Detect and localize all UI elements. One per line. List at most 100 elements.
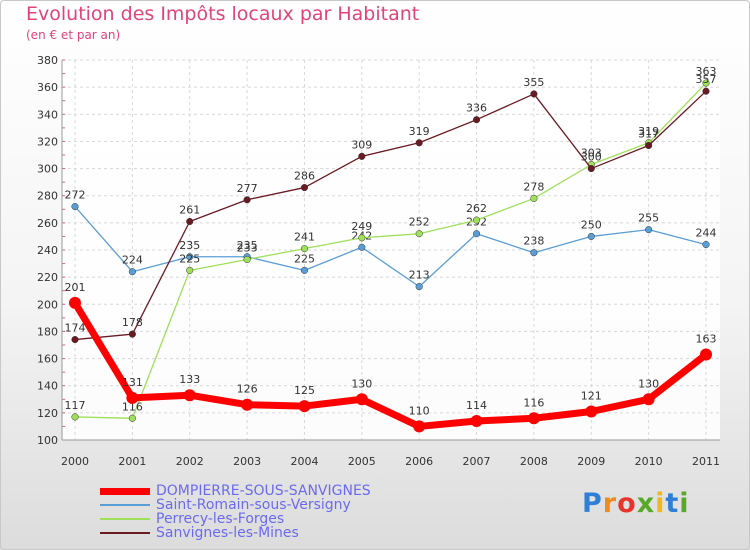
data-point — [128, 268, 136, 276]
data-point — [472, 116, 481, 124]
data-label: 357 — [696, 73, 717, 86]
data-point — [128, 330, 136, 338]
data-label: 126 — [237, 383, 258, 396]
legend-label: DOMPIERRE-SOUS-SANVIGNES — [156, 483, 371, 499]
data-point — [415, 139, 423, 147]
data-label: 319 — [409, 125, 430, 138]
data-label: 133 — [179, 373, 200, 386]
legend-label: Perrecy-les-Forges — [156, 511, 285, 527]
data-point — [702, 87, 710, 95]
x-tick-label: 2008 — [520, 455, 548, 468]
data-label: 235 — [237, 239, 258, 252]
data-point — [69, 296, 81, 309]
data-point — [71, 413, 79, 421]
data-label: 261 — [179, 204, 200, 217]
x-tick-label: 2007 — [463, 455, 491, 468]
data-point — [700, 348, 712, 361]
legend-label: Saint-Romain-sous-Versigny — [156, 497, 351, 513]
data-point — [186, 253, 194, 261]
legend-swatch — [100, 518, 150, 520]
data-label: 249 — [351, 220, 372, 233]
data-point — [527, 412, 540, 425]
data-label: 174 — [65, 322, 86, 335]
data-label: 262 — [466, 202, 487, 215]
logo-letter: P — [582, 488, 603, 519]
data-label: 250 — [581, 218, 602, 231]
data-label: 125 — [294, 384, 315, 397]
data-label: 238 — [523, 235, 544, 248]
y-tick-label: 380 — [37, 54, 58, 67]
y-tick-label: 140 — [37, 380, 58, 393]
data-label: 244 — [696, 227, 717, 240]
data-label: 163 — [696, 333, 717, 346]
logo-letter: x — [636, 488, 656, 519]
data-point — [300, 184, 309, 192]
data-label: 355 — [523, 76, 544, 89]
data-point — [415, 230, 423, 238]
data-point — [530, 90, 538, 98]
data-point — [298, 400, 311, 413]
series-line — [74, 82, 707, 419]
legend-label: Sanvignes-les-Mines — [156, 525, 299, 541]
data-label: 252 — [409, 216, 430, 229]
logo-letter: o — [617, 488, 637, 519]
data-point — [243, 255, 251, 264]
data-label: 255 — [638, 212, 659, 225]
data-label: 224 — [122, 254, 143, 267]
chart-subtitle: (en € et par an) — [26, 28, 121, 42]
logo-letter: t — [665, 488, 680, 519]
x-tick-label: 2011 — [692, 455, 720, 468]
data-point — [71, 203, 79, 211]
x-tick-label: 2010 — [635, 455, 663, 468]
data-label: 110 — [409, 404, 430, 417]
y-tick-label: 100 — [37, 434, 58, 447]
data-label: 235 — [179, 239, 200, 252]
data-label: 131 — [122, 376, 143, 389]
x-tick-label: 2003 — [233, 455, 261, 468]
y-tick-label: 220 — [37, 271, 58, 284]
data-point — [470, 415, 483, 427]
legend-swatch — [100, 532, 150, 534]
data-point — [530, 194, 538, 202]
data-point — [587, 165, 595, 173]
y-tick-label: 240 — [37, 244, 58, 257]
y-tick-label: 320 — [37, 135, 58, 148]
data-point — [702, 241, 710, 249]
y-tick-label: 300 — [37, 163, 58, 176]
data-point — [587, 232, 595, 240]
data-point — [413, 420, 426, 433]
data-point — [702, 79, 710, 87]
data-point — [355, 393, 368, 406]
legend-item-saint-romain: Saint-Romain-sous-Versigny — [100, 498, 371, 512]
data-label: 114 — [466, 399, 487, 412]
data-point — [183, 389, 196, 402]
data-point — [642, 393, 655, 406]
data-label: 178 — [122, 316, 143, 329]
data-point — [126, 391, 139, 404]
y-tick-label: 200 — [37, 298, 58, 311]
series-line — [72, 301, 709, 430]
data-label: 309 — [351, 138, 372, 151]
data-point — [243, 196, 251, 204]
data-label: 303 — [581, 147, 602, 160]
data-point — [645, 141, 653, 150]
legend-swatch — [100, 487, 150, 495]
data-point — [71, 336, 79, 344]
data-point — [472, 230, 481, 238]
y-tick-label: 260 — [37, 217, 58, 230]
logo-letter: r — [602, 488, 618, 519]
data-label: 117 — [65, 399, 86, 412]
x-tick-label: 2009 — [577, 455, 605, 468]
data-label: 363 — [696, 65, 717, 78]
data-label: 272 — [65, 189, 86, 202]
chart-title: Evolution des Impôts locaux par Habitant — [26, 3, 420, 25]
legend-item-sanvignes: Sanvignes-les-Mines — [100, 526, 371, 540]
data-label: 277 — [237, 182, 258, 195]
data-point — [645, 226, 653, 234]
data-label: 319 — [638, 125, 659, 138]
data-point — [128, 414, 136, 422]
x-tick-label: 2001 — [118, 455, 146, 468]
legend-item-dompierre: DOMPIERRE-SOUS-SANVIGNES — [100, 484, 371, 498]
data-point — [358, 152, 366, 160]
